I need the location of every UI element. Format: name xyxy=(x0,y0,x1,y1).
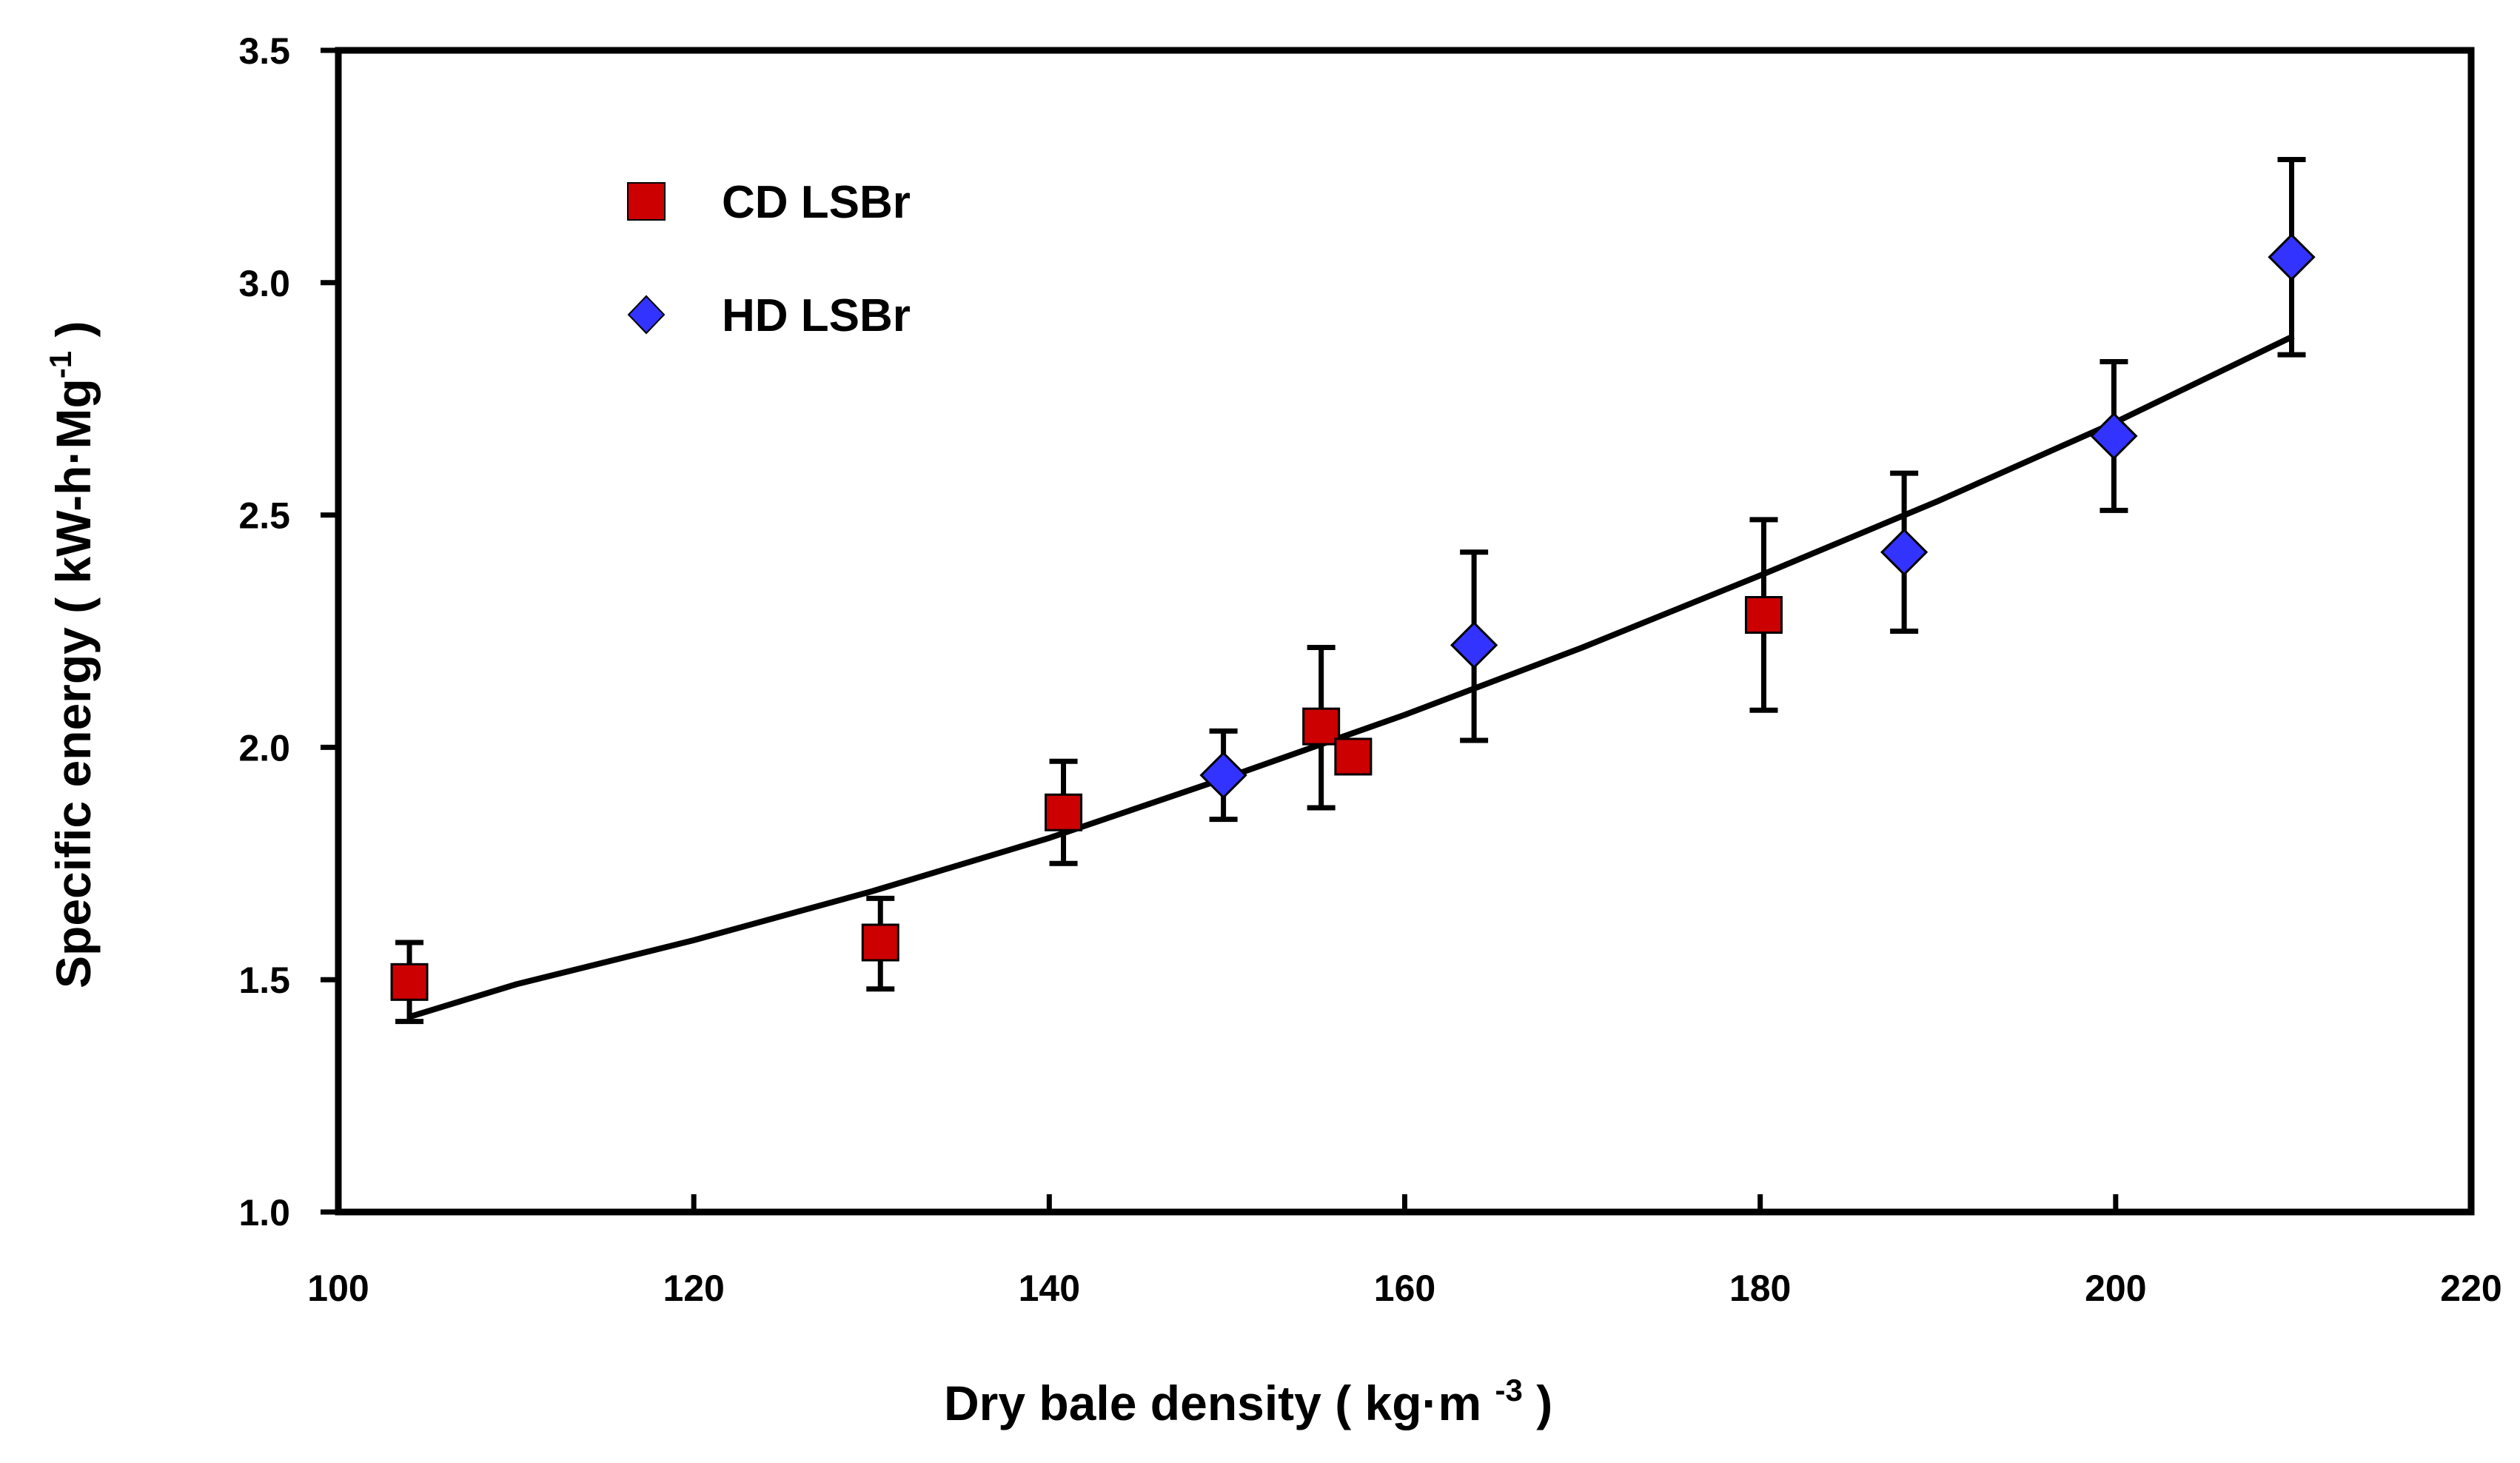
x-tick-label: 220 xyxy=(2440,1268,2501,1309)
point-hd-lsbr xyxy=(1199,751,1247,800)
y-tick-label: 2.5 xyxy=(238,495,290,537)
y-tick-label: 3.0 xyxy=(238,263,290,304)
legend-marker-cd-lsbr xyxy=(627,182,666,221)
markers-layer xyxy=(390,233,2316,1001)
point-hd-lsbr xyxy=(2268,233,2316,281)
x-tick-label: 140 xyxy=(1019,1268,1080,1309)
point-hd-lsbr xyxy=(1450,621,1498,669)
point-cd-lsbr xyxy=(861,923,899,962)
plot-frame xyxy=(335,47,2475,1216)
x-tick-label: 180 xyxy=(1729,1268,1791,1309)
tick-labels: 100 120 140 160 180 200 220 1.0 1.5 2.0 2.5 3.0 3.5 xyxy=(238,30,2501,1309)
legend-marker-hd-lsbr xyxy=(627,295,666,335)
point-cd-lsbr xyxy=(1045,793,1083,831)
error-bars-layer xyxy=(395,156,2306,1025)
point-hd-lsbr xyxy=(2090,412,2138,461)
x-tick-label: 100 xyxy=(307,1268,369,1309)
fit-curve-layer xyxy=(408,333,2295,1020)
x-axis-title: Dry bale density ( kg·m -3 ) xyxy=(944,1373,1552,1430)
y-tick-label: 1.5 xyxy=(238,960,290,1001)
point-hd-lsbr xyxy=(1880,528,1928,576)
axis-ticks xyxy=(321,47,2474,1215)
point-cd-lsbr xyxy=(1302,707,1341,746)
legend-label-hd-lsbr: HD LSBr xyxy=(722,290,911,341)
x-tick-label: 120 xyxy=(663,1268,724,1309)
y-tick-label: 1.0 xyxy=(238,1192,290,1233)
y-tick-label: 3.5 xyxy=(238,30,290,72)
fit-curve-line xyxy=(408,333,2295,1020)
point-cd-lsbr xyxy=(1744,596,1783,635)
point-cd-lsbr xyxy=(1334,737,1373,776)
point-cd-lsbr xyxy=(390,962,429,1001)
x-tick-label: 160 xyxy=(1374,1268,1435,1309)
y-axis-title: Specific energy ( kW-h·Mg-1 ) xyxy=(43,321,101,988)
legend: CD LSBr HD LSBr xyxy=(627,177,911,341)
x-tick-label: 200 xyxy=(2085,1268,2146,1309)
y-tick-label: 2.0 xyxy=(238,727,290,769)
legend-label-cd-lsbr: CD LSBr xyxy=(722,177,911,228)
